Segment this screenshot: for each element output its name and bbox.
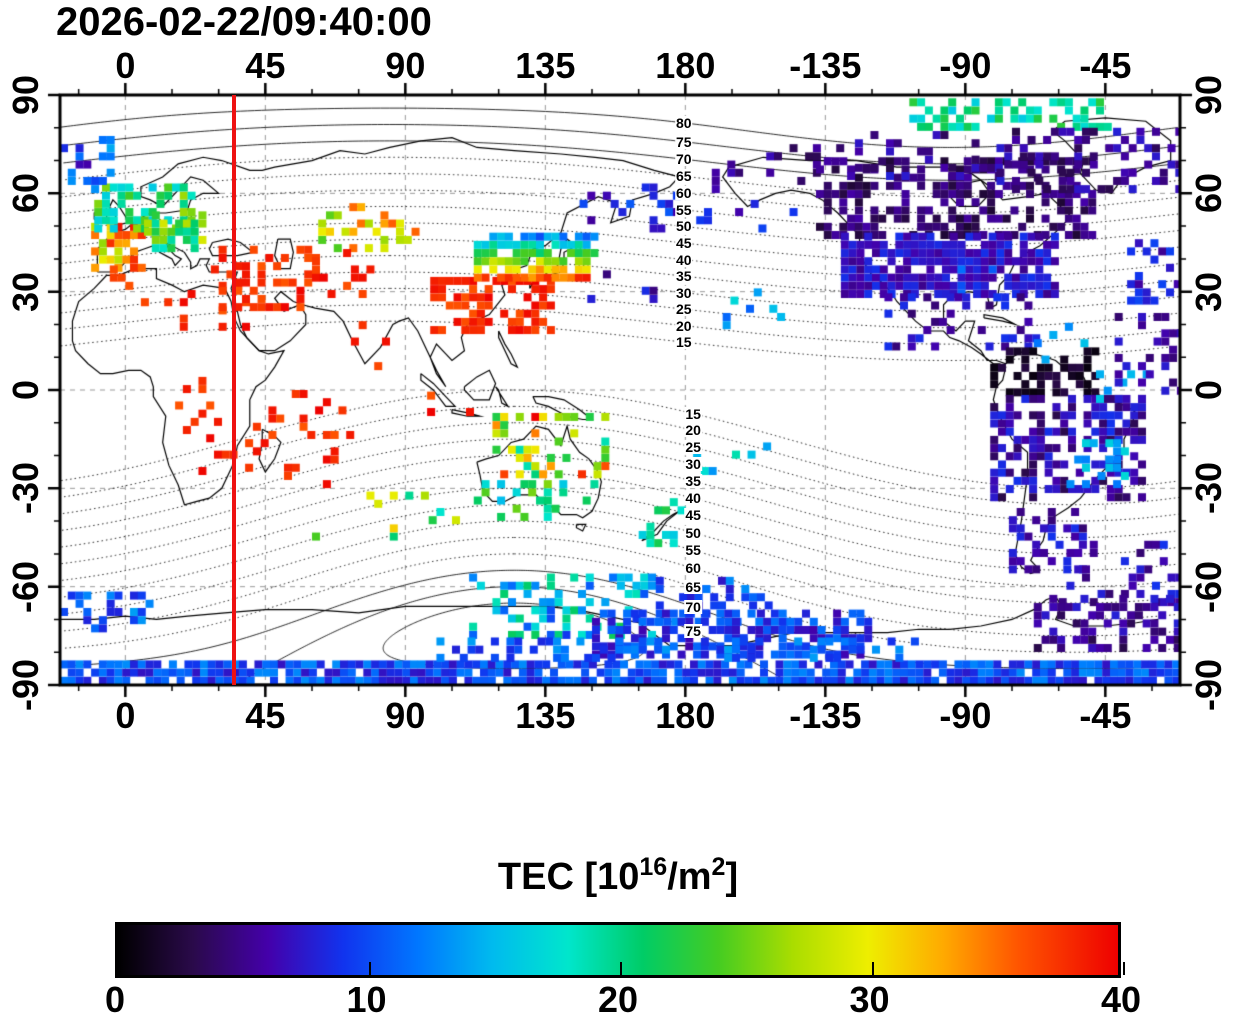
colorbar-tick	[871, 962, 874, 975]
colorbar-title-close: ]	[725, 856, 739, 898]
colorbar-tick	[117, 962, 119, 975]
colorbar	[115, 922, 1125, 978]
colorbar-title-unit-exponent: 2	[711, 853, 726, 881]
colorbar-title: TEC [1016/m2]	[497, 853, 739, 899]
colorbar-title-text: TEC [10	[497, 856, 640, 898]
colorbar-title-exponent: 16	[639, 853, 668, 881]
colorbar-tick	[1123, 962, 1125, 975]
colorbar-tick	[620, 962, 622, 975]
subsolar-meridian-line	[232, 95, 237, 685]
colorbar-tick	[368, 962, 371, 975]
colorbar-title-unit: /m	[667, 856, 712, 898]
